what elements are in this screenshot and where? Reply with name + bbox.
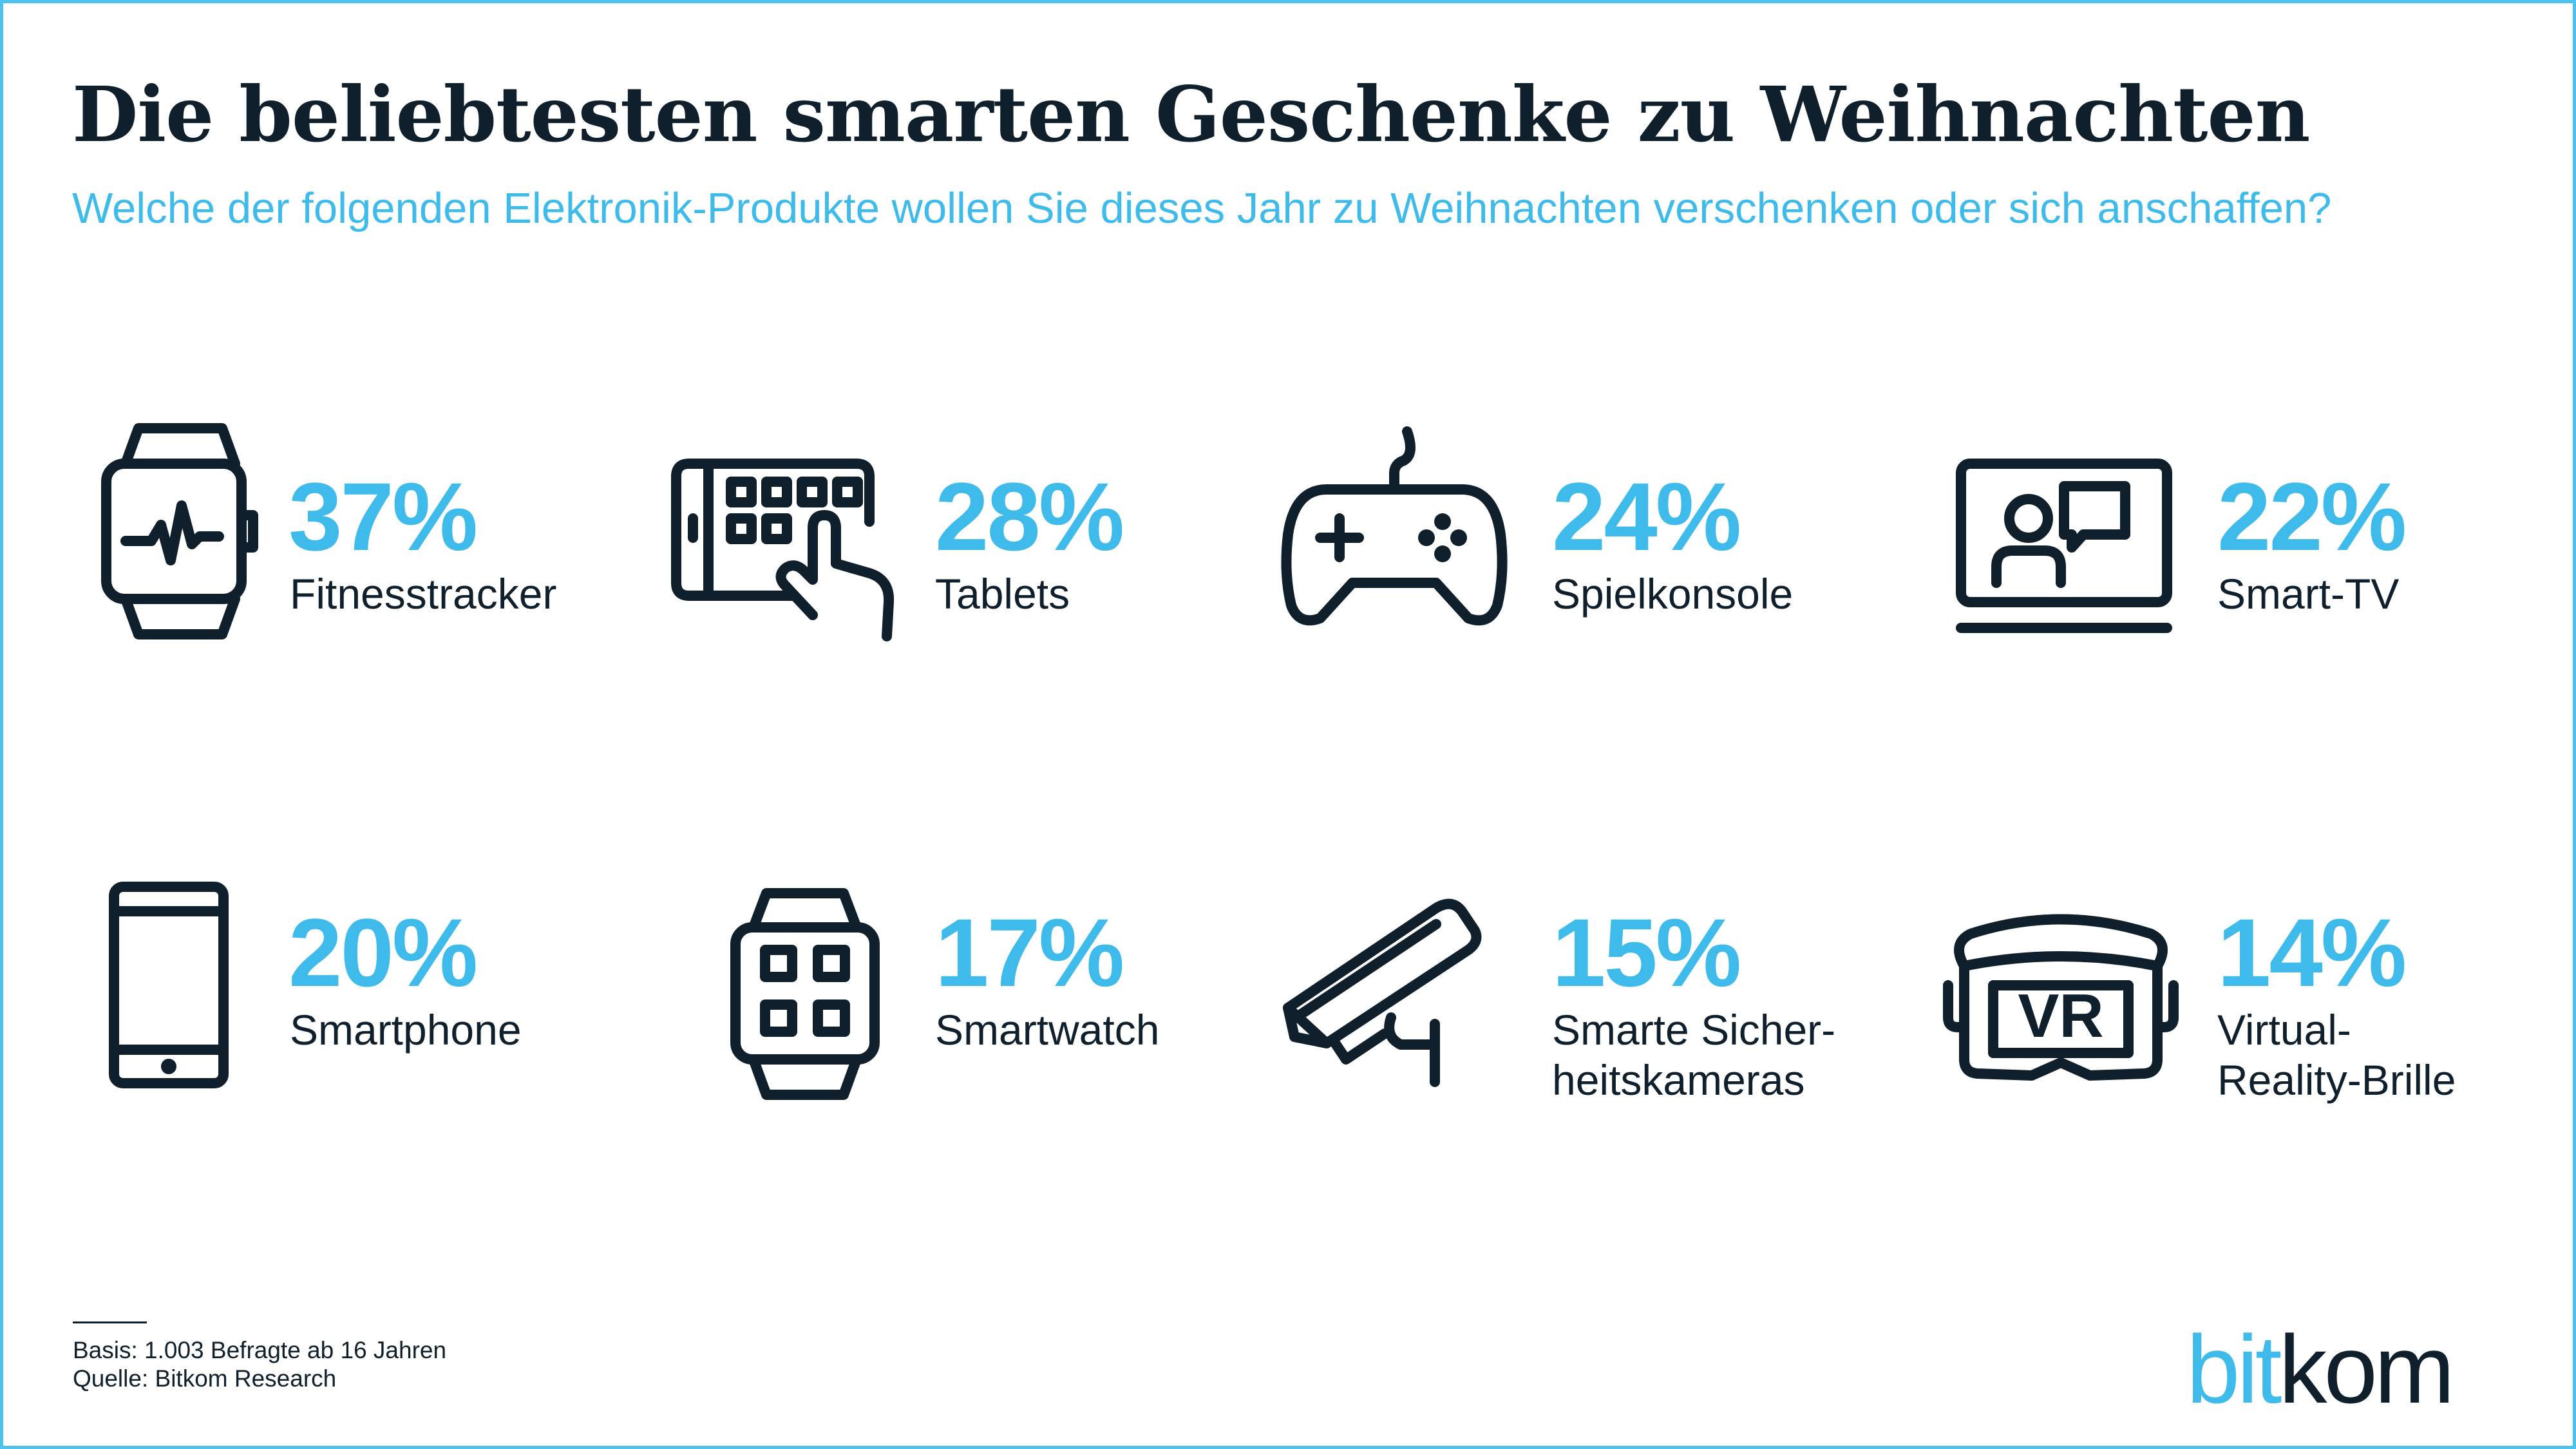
percentage-value: 24% xyxy=(1552,462,1741,571)
category-label: Fitnesstracker xyxy=(290,570,557,618)
chart-title: Die beliebtesten smarten Geschenke zu We… xyxy=(72,70,2310,159)
logo-part-bit: bit xyxy=(2186,1315,2282,1423)
percentage-value: 14% xyxy=(2217,898,2407,1007)
percentage-value: 37% xyxy=(289,462,478,571)
category-label: Spielkonsole xyxy=(1552,570,1794,618)
footer-divider xyxy=(73,1321,147,1323)
category-label: Smartphone xyxy=(290,1006,522,1054)
smartwatch-icon xyxy=(730,888,880,1100)
category-label: Tablets xyxy=(935,570,1070,618)
smartphone-icon xyxy=(109,882,229,1088)
category-label: Virtual- xyxy=(2217,1006,2351,1054)
percentage-value: 17% xyxy=(935,898,1124,1007)
category-label: Smartwatch xyxy=(935,1006,1160,1054)
category-label: Smart-TV xyxy=(2217,570,2400,618)
smart-tv-icon xyxy=(1956,459,2172,633)
footer-source: Quelle: Bitkom Research xyxy=(73,1365,337,1392)
gamepad-icon xyxy=(1281,426,1508,626)
category-label-line2: Reality-Brille xyxy=(2217,1056,2456,1104)
percentage-value: 22% xyxy=(2217,462,2407,571)
category-label-line2: heitskameras xyxy=(1552,1056,1805,1104)
chart-subtitle: Welche der folgenden Elektronik-Produkte… xyxy=(72,184,2332,232)
fitness-tracker-icon xyxy=(101,423,258,639)
percentage-value: 20% xyxy=(289,898,478,1007)
vr-icon-text: VR xyxy=(2018,981,2103,1050)
percentage-value: 28% xyxy=(935,462,1124,571)
vr-headset-icon: VR xyxy=(1943,914,2179,1081)
footer-basis: Basis: 1.003 Befragte ab 16 Jahren xyxy=(73,1337,447,1363)
category-label: Smarte Sicher- xyxy=(1552,1006,1836,1054)
percentage-value: 15% xyxy=(1552,898,1741,1007)
logo-part-kom: kom xyxy=(2278,1315,2454,1423)
tablet-touch-icon xyxy=(671,459,895,641)
security-camera-icon xyxy=(1283,898,1482,1087)
bitkom-logo: bitkom xyxy=(2186,1314,2455,1425)
